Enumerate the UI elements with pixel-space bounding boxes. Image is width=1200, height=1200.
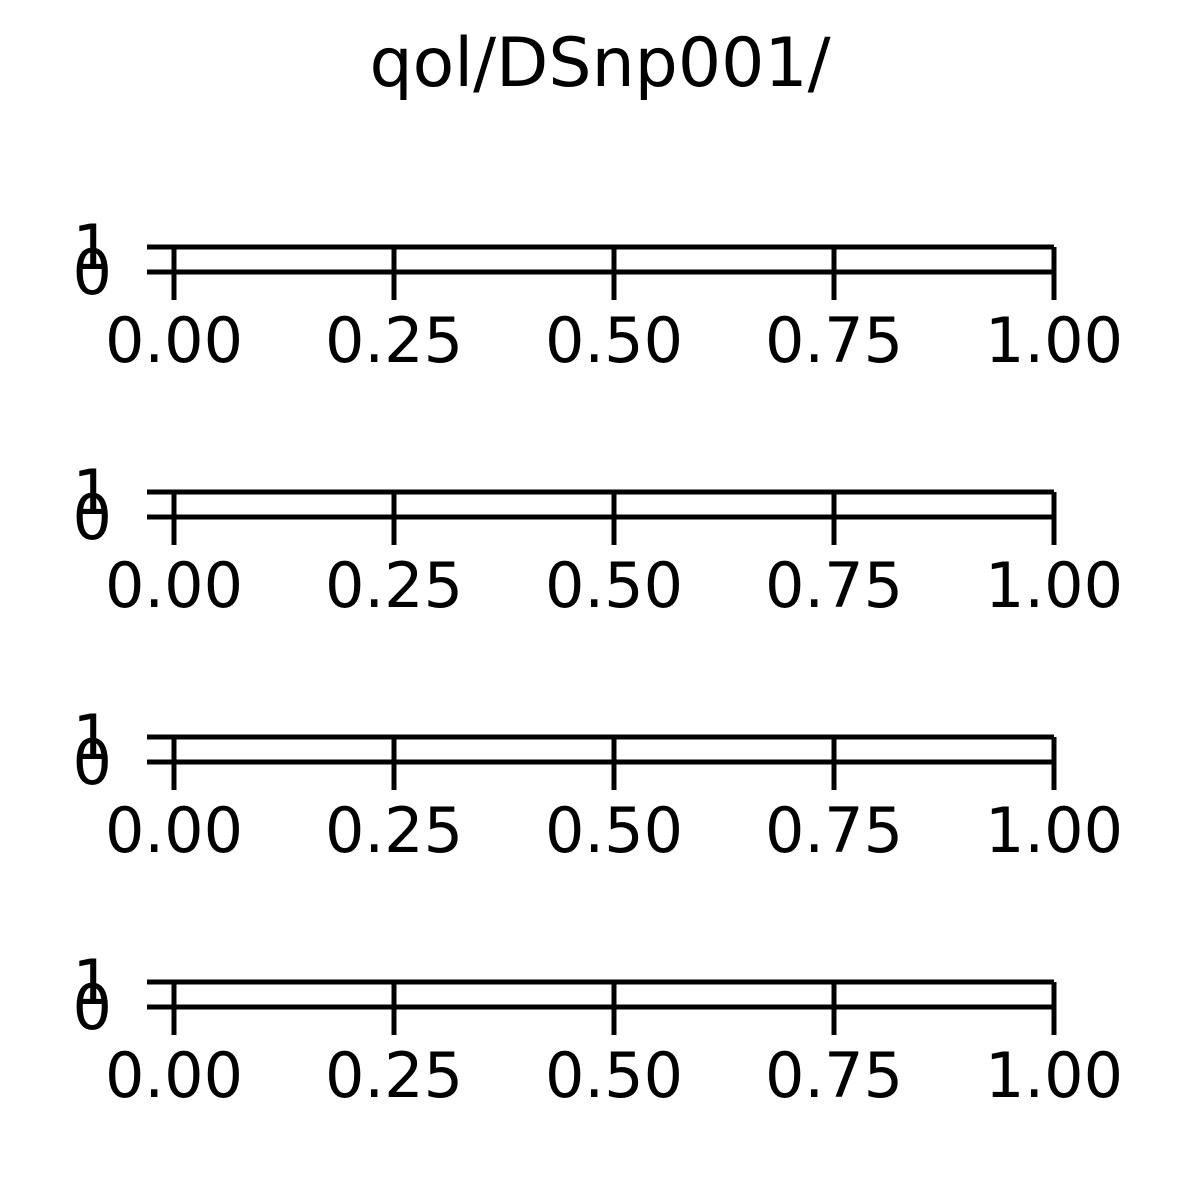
- subplot-1: 0.00 0.25 0.50 0.75 1.00 01: [73, 211, 1123, 377]
- y-tick-label: 0: [73, 726, 112, 799]
- y-tick-label: 1: [73, 456, 112, 529]
- x-tick-label: 0.50: [545, 304, 683, 377]
- x-tick-label: 0.75: [765, 794, 903, 867]
- x-tick-label: 0.50: [545, 549, 683, 622]
- x-tick-label: 1.00: [985, 304, 1123, 377]
- x-tick-label: 0.00: [105, 1039, 243, 1112]
- y-tick-label: 1: [73, 211, 112, 284]
- x-tick-label: 0.00: [105, 304, 243, 377]
- x-tick-label: 0.00: [105, 794, 243, 867]
- subplot-4: 0.00 0.25 0.50 0.75 1.00 01: [73, 946, 1123, 1112]
- y-tick-label: 0: [73, 481, 112, 554]
- x-tick-label: 0.25: [325, 794, 463, 867]
- x-tick-label: 0.75: [765, 304, 903, 377]
- x-tick-label: 0.25: [325, 1039, 463, 1112]
- x-tick-label: 0.25: [325, 304, 463, 377]
- x-tick-label: 0.50: [545, 794, 683, 867]
- x-tick-label: 0.00: [105, 549, 243, 622]
- x-tick-label: 1.00: [985, 794, 1123, 867]
- x-tick-label: 0.75: [765, 1039, 903, 1112]
- y-tick-label: 1: [73, 701, 112, 774]
- x-tick-label: 0.25: [325, 549, 463, 622]
- figure-title: qol/DSnp001/: [369, 24, 830, 103]
- x-tick-label: 0.75: [765, 549, 903, 622]
- x-tick-label: 1.00: [985, 1039, 1123, 1112]
- y-tick-label: 0: [73, 236, 112, 309]
- y-tick-label: 0: [73, 971, 112, 1044]
- x-tick-label: 0.50: [545, 1039, 683, 1112]
- y-tick-label: 1: [73, 946, 112, 1019]
- subplot-3: 0.00 0.25 0.50 0.75 1.00 01: [73, 701, 1123, 867]
- subplot-2: 0.00 0.25 0.50 0.75 1.00 01: [73, 456, 1123, 622]
- x-tick-label: 1.00: [985, 549, 1123, 622]
